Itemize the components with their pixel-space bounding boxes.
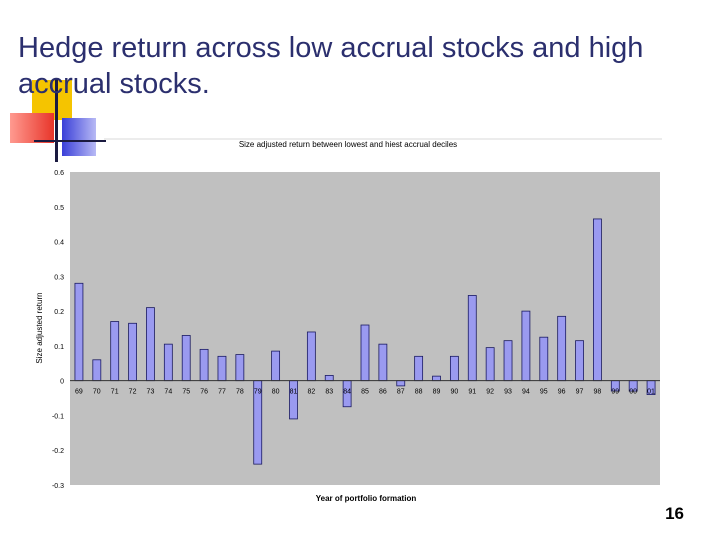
x-tick-label: 74 (164, 389, 172, 396)
x-tick-label: 00 (629, 389, 637, 396)
bar-90 (449, 355, 459, 382)
bar-92 (485, 347, 495, 382)
bar-71 (110, 321, 120, 382)
y-tick-label: 0.6 (54, 170, 64, 177)
x-tick-label: 96 (558, 389, 566, 396)
x-tick-label: 70 (93, 389, 101, 396)
x-tick-label: 92 (486, 389, 494, 396)
y-tick-label: -0.2 (52, 448, 64, 455)
decorative-square-blue (62, 118, 96, 156)
slide-title: Hedge return across low accrual stocks a… (18, 32, 644, 100)
bar-97 (575, 340, 584, 382)
x-tick-label: 75 (182, 389, 190, 396)
x-tick-label: 97 (576, 389, 584, 396)
bar-72 (128, 322, 137, 382)
x-tick-label: 94 (522, 389, 530, 396)
x-tick-label: 85 (361, 389, 369, 396)
y-axis-ticks: 0.6 0.5 0.4 0.3 0.2 0.1 0 -0.1 -0.2 -0.3 (52, 170, 64, 490)
y-tick-label: 0.1 (54, 344, 64, 351)
x-tick-label: 95 (540, 389, 548, 396)
decorative-square-red (10, 113, 54, 143)
x-tick-label: 89 (433, 389, 441, 396)
bar-78 (235, 354, 245, 382)
bar-94 (521, 310, 531, 382)
x-tick-label: 77 (218, 389, 226, 396)
x-tick-label: 84 (343, 389, 351, 396)
x-tick-label: 81 (290, 389, 298, 396)
x-axis-ticks: 69 70 71 72 73 74 75 76 77 78 79 80 81 82 83 84 85 86 87 88… (75, 389, 655, 396)
y-tick-label: -0.1 (52, 413, 64, 420)
decorative-line-horizontal (34, 140, 106, 142)
y-tick-label: 0 (60, 379, 64, 386)
chart-title: Size adjusted return between lowest and … (239, 140, 457, 149)
bar-96 (557, 315, 567, 382)
bar-75 (181, 335, 191, 382)
x-tick-label: 99 (611, 389, 619, 396)
bar-74 (163, 343, 173, 382)
bar-86 (378, 343, 388, 382)
bar-73 (146, 307, 155, 382)
x-tick-label: 73 (147, 389, 155, 396)
x-tick-label: 76 (200, 389, 208, 396)
x-tick-label: 69 (75, 389, 83, 396)
bar-98 (593, 218, 602, 382)
y-tick-label: 0.2 (54, 309, 64, 316)
decorative-line-vertical (55, 78, 58, 162)
bar-70 (92, 359, 102, 382)
bar-76 (199, 348, 209, 382)
y-axis-label: Size adjusted return (35, 292, 44, 363)
page-number: 16 (665, 504, 684, 523)
bar-95 (539, 336, 549, 382)
x-tick-label: 80 (272, 389, 280, 396)
y-tick-label: 0.4 (54, 240, 64, 247)
y-tick-label: 0.5 (54, 205, 64, 212)
x-tick-label: 98 (594, 389, 602, 396)
x-tick-label: 82 (307, 389, 315, 396)
x-axis-label: Year of portfolio formation (316, 494, 417, 503)
x-tick-label: 87 (397, 389, 405, 396)
bar-69 (74, 282, 84, 382)
bar-91 (467, 295, 477, 382)
x-tick-label: 93 (504, 389, 512, 396)
bar-82 (306, 331, 316, 382)
bar-87 (396, 380, 406, 387)
x-tick-label: 91 (468, 389, 476, 396)
bar-77 (217, 355, 227, 382)
x-tick-label: 90 (450, 389, 458, 396)
bar-88 (414, 355, 424, 382)
x-tick-label: 01 (647, 389, 655, 396)
x-tick-label: 83 (325, 389, 333, 396)
bar-81 (289, 380, 298, 420)
x-tick-label: 78 (236, 389, 244, 396)
y-tick-label: 0.3 (54, 274, 64, 281)
bar-80 (271, 350, 281, 382)
bar-93 (503, 340, 513, 382)
x-tick-label: 72 (129, 389, 137, 396)
x-tick-label: 86 (379, 389, 387, 396)
bar-89 (432, 375, 441, 382)
x-tick-label: 71 (111, 389, 119, 396)
x-tick-label: 79 (254, 389, 262, 396)
x-tick-label: 88 (415, 389, 423, 396)
bar-85 (360, 324, 370, 382)
y-tick-label: -0.3 (52, 483, 64, 490)
bar-83 (324, 375, 334, 382)
